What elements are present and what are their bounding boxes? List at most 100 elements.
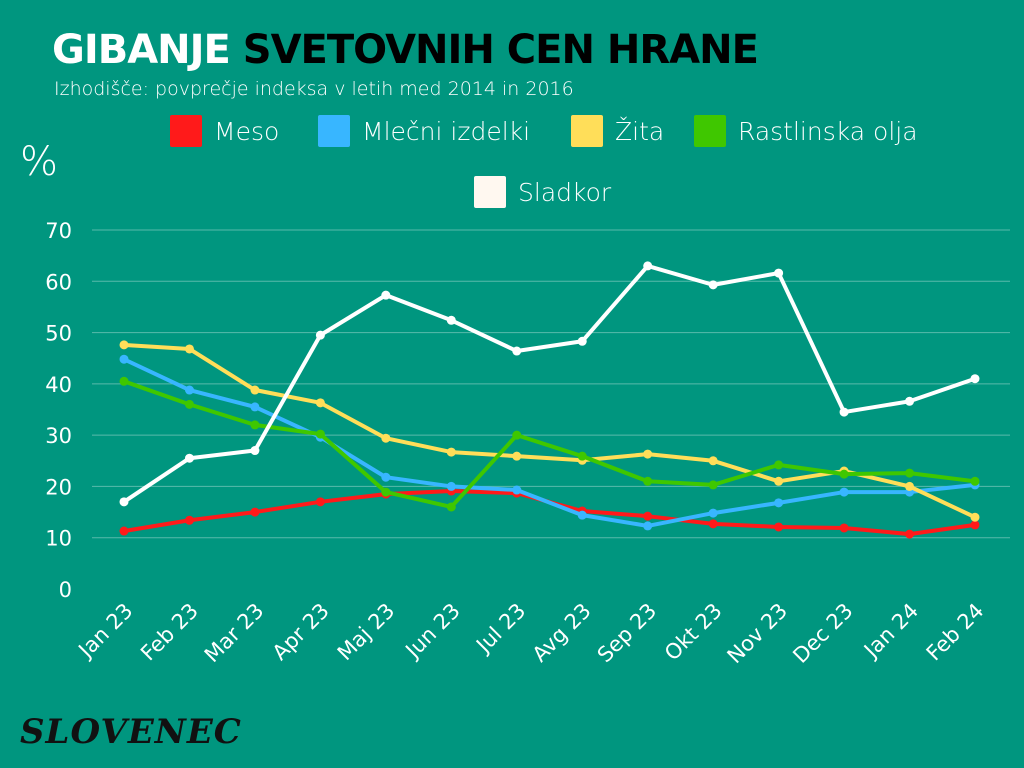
data-point xyxy=(905,481,915,491)
data-point xyxy=(577,336,587,346)
series-line xyxy=(123,357,976,528)
x-tick-label: Feb 24 xyxy=(922,599,989,666)
data-point xyxy=(119,526,129,536)
x-tick-label: Maj 23 xyxy=(333,599,400,666)
y-tick-label: 60 xyxy=(45,270,72,294)
legend-label: Meso xyxy=(214,117,279,146)
data-point xyxy=(970,512,980,522)
data-point xyxy=(381,487,391,497)
data-point xyxy=(315,398,325,408)
data-point xyxy=(839,487,849,497)
x-tick-label: Nov 23 xyxy=(723,599,793,669)
data-point xyxy=(774,522,784,532)
legend-label: Rastlinska olja xyxy=(738,117,918,146)
x-tick-label: Okt 23 xyxy=(660,599,727,666)
x-tick-label: Mar 23 xyxy=(200,599,269,668)
legend-swatch xyxy=(170,115,202,147)
data-point xyxy=(643,261,653,271)
logo: SLOVENEC xyxy=(20,712,242,752)
x-tick-label: Feb 23 xyxy=(136,599,203,666)
data-point xyxy=(446,447,456,457)
data-point xyxy=(708,519,718,529)
data-point xyxy=(643,511,653,521)
data-point xyxy=(839,523,849,533)
data-point xyxy=(774,476,784,486)
data-point xyxy=(512,485,522,495)
y-tick-label: 30 xyxy=(45,424,72,448)
data-point xyxy=(708,508,718,518)
data-point xyxy=(119,340,129,350)
data-point xyxy=(184,399,194,409)
data-point xyxy=(119,497,129,507)
data-point xyxy=(250,402,260,412)
title-part1: GIBANJE xyxy=(52,27,231,73)
y-tick-label: 40 xyxy=(45,373,72,397)
data-point xyxy=(970,374,980,384)
chart-title: GIBANJE SVETOVNIH CEN HRANE xyxy=(52,26,759,74)
series-line xyxy=(122,263,976,504)
legend-swatch xyxy=(694,115,726,147)
data-point xyxy=(839,469,849,479)
y-tick-label: 10 xyxy=(45,527,72,551)
data-point xyxy=(905,396,915,406)
x-tick-label: Jun 23 xyxy=(400,599,465,664)
data-point xyxy=(905,529,915,539)
data-point xyxy=(708,456,718,466)
data-point xyxy=(577,451,587,461)
legend-swatch xyxy=(571,115,603,147)
data-point xyxy=(184,344,194,354)
data-point xyxy=(184,453,194,463)
legend-swatch xyxy=(474,176,506,208)
data-point xyxy=(774,268,784,278)
legend-label: Mlečni izdelki xyxy=(362,117,530,146)
x-tick-label: Apr 23 xyxy=(268,599,334,665)
data-point xyxy=(250,446,260,456)
y-tick-label: 70 xyxy=(45,219,72,243)
data-point xyxy=(446,315,456,325)
data-point xyxy=(119,354,129,364)
series-line xyxy=(123,379,976,509)
data-point xyxy=(315,497,325,507)
legend-label: Sladkor xyxy=(518,178,612,207)
data-point xyxy=(446,481,456,491)
data-point xyxy=(905,468,915,478)
data-point xyxy=(184,515,194,525)
data-point xyxy=(512,430,522,440)
title-part2: SVETOVNIH CEN HRANE xyxy=(242,27,759,73)
data-point xyxy=(381,433,391,443)
data-point xyxy=(577,510,587,520)
y-tick-label: 0 xyxy=(59,578,72,602)
x-tick-label: Sep 23 xyxy=(593,599,662,668)
data-point xyxy=(119,376,129,386)
data-point xyxy=(708,280,718,290)
data-point xyxy=(315,429,325,439)
data-point xyxy=(381,290,391,300)
data-point xyxy=(512,451,522,461)
y-tick-label: 50 xyxy=(45,322,72,346)
data-point xyxy=(774,460,784,470)
x-tick-label: Dec 23 xyxy=(788,599,857,668)
data-point xyxy=(250,420,260,430)
data-point xyxy=(381,472,391,482)
y-tick-label: 20 xyxy=(45,475,72,499)
x-tick-label: Jul 23 xyxy=(470,599,530,659)
y-axis-label: % xyxy=(20,139,58,185)
legend-label: Žita xyxy=(615,117,664,146)
data-point xyxy=(250,385,260,395)
x-tick-label: Jan 23 xyxy=(73,599,138,664)
data-point xyxy=(774,498,784,508)
data-point xyxy=(839,407,849,417)
legend-swatch xyxy=(318,115,350,147)
data-point xyxy=(446,502,456,512)
data-point xyxy=(250,507,260,517)
data-point xyxy=(708,480,718,490)
data-point xyxy=(643,476,653,486)
data-point xyxy=(643,521,653,531)
data-point xyxy=(512,346,522,356)
x-tick-label: Avg 23 xyxy=(528,599,596,667)
chart-subtitle: Izhodišče: povprečje indeksa v letih med… xyxy=(54,78,574,100)
data-point xyxy=(184,385,194,395)
data-point xyxy=(315,330,325,340)
data-point xyxy=(970,520,980,530)
